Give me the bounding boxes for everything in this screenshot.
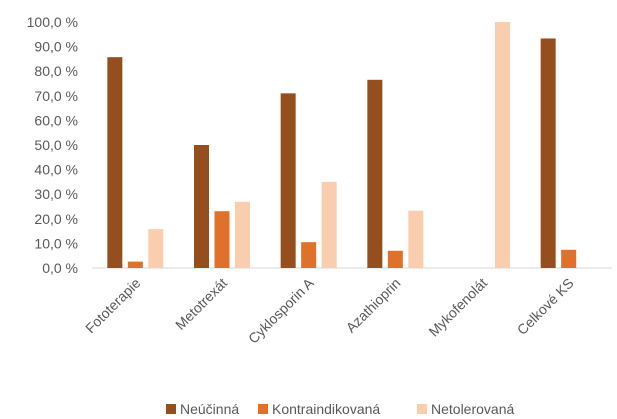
bar bbox=[408, 210, 424, 268]
bar bbox=[235, 201, 250, 268]
bar bbox=[194, 145, 209, 268]
x-tick-label: Mykofenolát bbox=[425, 275, 490, 340]
y-tick-label: 0,0 % bbox=[42, 260, 78, 276]
legend-swatch bbox=[417, 404, 427, 414]
bar bbox=[540, 38, 556, 269]
y-tick-label: 100,0 % bbox=[27, 14, 78, 30]
y-tick-label: 60,0 % bbox=[34, 112, 78, 128]
bar bbox=[495, 22, 510, 268]
x-tick-label: Celkové KS bbox=[514, 275, 577, 338]
bar bbox=[280, 93, 296, 268]
y-axis: 0,0 % 10,0 % 20,0 % 30,0 % 40,0 % 50,0 % 60,0 … bbox=[27, 14, 78, 276]
y-tick-label: 40,0 % bbox=[34, 162, 78, 178]
legend-swatch bbox=[258, 404, 268, 414]
bar bbox=[561, 249, 577, 268]
legend: Neúčinná Kontraindikovaná Netolerovaná bbox=[166, 401, 514, 417]
y-tick-label: 80,0 % bbox=[34, 63, 78, 79]
y-tick-label: 10,0 % bbox=[34, 235, 78, 251]
y-tick-label: 30,0 % bbox=[34, 186, 78, 202]
legend-label: Neúčinná bbox=[180, 401, 239, 417]
bar bbox=[321, 181, 337, 268]
x-axis-labels: Fototerapie Metotrexát Cyklosporin A Azathi… bbox=[82, 274, 577, 346]
bar bbox=[367, 79, 383, 268]
x-tick-label: Cyklosporin A bbox=[245, 274, 317, 346]
bar bbox=[301, 242, 317, 268]
y-tick-label: 50,0 % bbox=[34, 137, 78, 153]
y-tick-label: 70,0 % bbox=[34, 88, 78, 104]
bar bbox=[107, 57, 123, 268]
x-tick-label: Metotrexát bbox=[172, 275, 230, 333]
bar bbox=[387, 250, 403, 268]
legend-label: Kontraindikovaná bbox=[272, 401, 380, 417]
legend-swatch bbox=[166, 404, 176, 414]
bar bbox=[127, 261, 143, 268]
x-tick-label: Fototerapie bbox=[82, 275, 144, 337]
bars bbox=[107, 22, 577, 269]
legend-label: Netolerovaná bbox=[431, 401, 514, 417]
bar bbox=[148, 229, 164, 268]
x-tick-label: Azathioprin bbox=[343, 275, 404, 336]
y-tick-label: 90,0 % bbox=[34, 39, 78, 55]
bar bbox=[214, 211, 230, 268]
y-tick-label: 20,0 % bbox=[34, 211, 78, 227]
